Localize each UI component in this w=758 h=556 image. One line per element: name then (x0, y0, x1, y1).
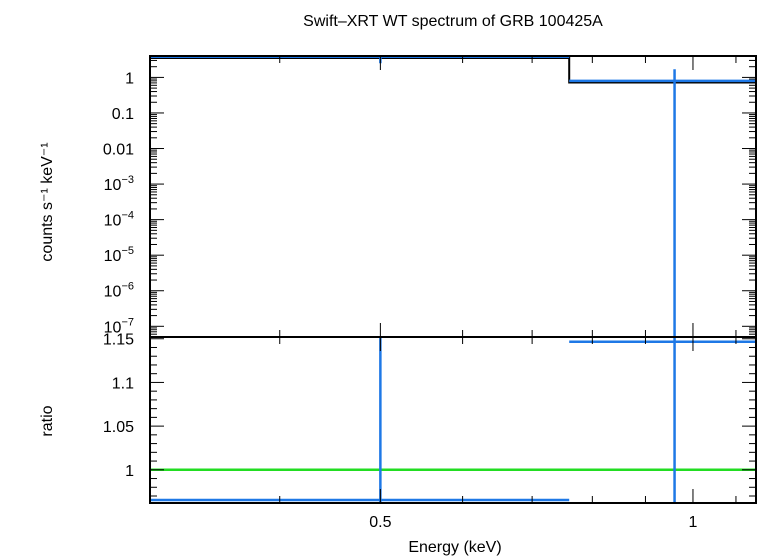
chart-title: Swift–XRT WT spectrum of GRB 100425A (303, 13, 603, 30)
spectrum-y-tick-label: 0.01 (103, 142, 134, 159)
spectrum-y-axis-label: counts s⁻¹ keV⁻¹ (39, 142, 56, 261)
ratio-panel: 1 1.05 1.1 1.15 (103, 332, 757, 504)
spectrum-y-tick-label: 10−4 (104, 210, 134, 230)
ratio-y-tick-label: 1.15 (103, 332, 134, 349)
spectrum-panel: 1 0.1 0.01 10−3 10−4 10−5 10−6 10−7 (103, 55, 757, 338)
ratio-y-tick-label: 1.1 (112, 375, 134, 392)
ratio-panel-frame (149, 336, 757, 504)
spectrum-y-tick-label: 10−6 (104, 281, 134, 301)
spectrum-model-line (150, 57, 756, 84)
ratio-y-axis-label: ratio (39, 405, 56, 436)
x-axis-label: Energy (keV) (408, 539, 501, 556)
spectrum-panel-frame (149, 55, 757, 338)
spectrum-y-tick-label: 10−7 (104, 316, 134, 336)
spectrum-y-tick-label: 0.1 (112, 106, 134, 123)
spectrum-y-tick-label: 10−3 (104, 174, 134, 194)
spectrum-y-tick-label: 1 (125, 70, 134, 87)
ratio-y-tick-label: 1.05 (103, 419, 134, 436)
x-tick-label: 0.5 (369, 514, 391, 531)
spectrum-y-tick-label: 10−5 (104, 245, 134, 265)
ratio-y-tick-label: 1 (125, 463, 134, 480)
x-tick-label: 1 (689, 514, 698, 531)
